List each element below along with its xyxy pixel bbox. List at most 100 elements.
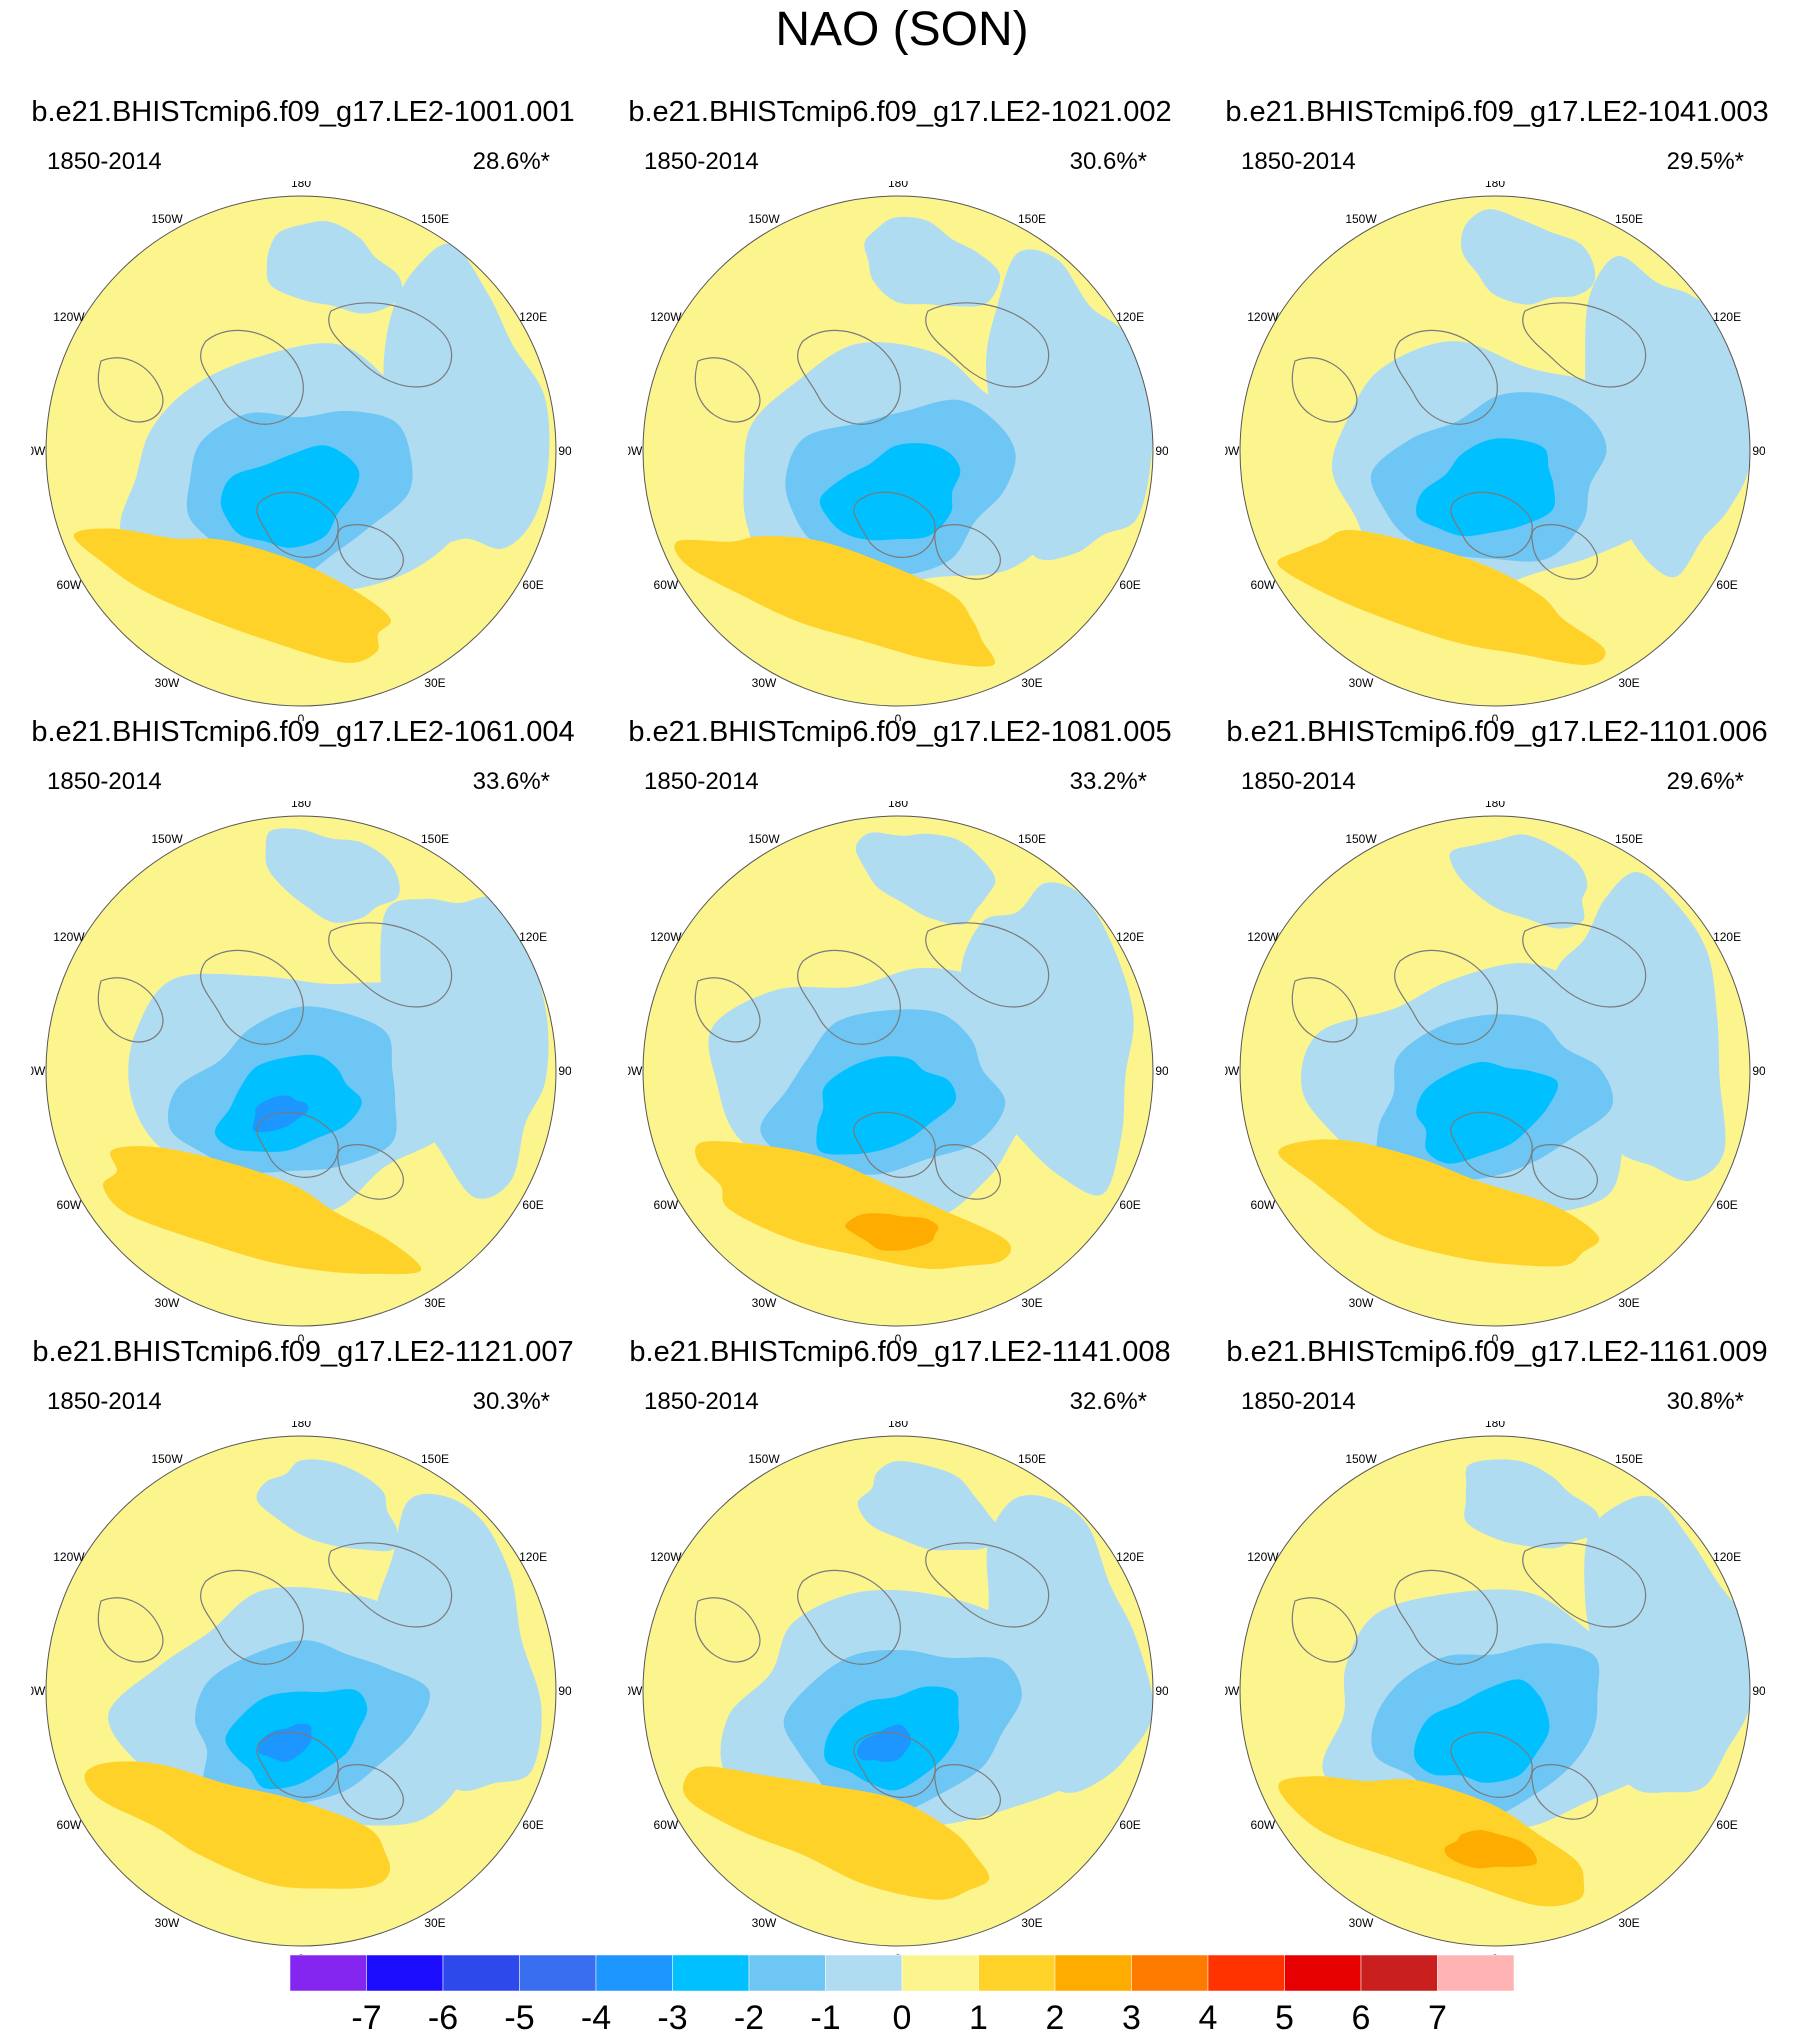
longitude-label: 120E: [1116, 1550, 1144, 1564]
longitude-label: 150W: [151, 832, 183, 846]
longitude-label: 60W: [57, 578, 82, 592]
longitude-label: 150E: [1018, 1452, 1046, 1466]
longitude-label: 60E: [1119, 1198, 1140, 1212]
longitude-label: 120W: [650, 310, 682, 324]
colorbar-label: 7: [1428, 1999, 1447, 2037]
panel-variance: 32.6%*: [1069, 1388, 1147, 1415]
longitude-label: 90E: [1155, 444, 1168, 458]
longitude-label: 120W: [650, 930, 682, 944]
panel-period: 1850-2014: [47, 768, 162, 795]
longitude-label: 90E: [1752, 1064, 1765, 1078]
contour-minus1-pacific: [256, 1459, 398, 1552]
coastline: [1522, 922, 1647, 1008]
colorbar-label: 3: [1122, 1999, 1141, 2037]
map-boundary: [642, 195, 1154, 707]
longitude-label: 120W: [1247, 310, 1279, 324]
longitude-label: 0: [895, 1332, 902, 1341]
colorbar-label: 4: [1199, 1999, 1218, 2037]
longitude-label: 120W: [650, 1550, 682, 1564]
colorbar-swatch: [825, 1955, 903, 1992]
longitude-label: 120W: [53, 1550, 85, 1564]
coastline: [1531, 524, 1598, 580]
panel-title: b.e21.BHISTcmip6.f09_g17.LE2-1121.007: [32, 1336, 574, 1368]
longitude-label: 90E: [1752, 1684, 1765, 1698]
colorbar-label: 2: [1046, 1999, 1065, 2037]
coastline: [328, 1542, 453, 1628]
longitude-label: 150E: [1615, 212, 1643, 226]
coastline: [1531, 1144, 1598, 1200]
longitude-label: 90W: [31, 1064, 46, 1078]
contour-minus1-pacific: [266, 221, 403, 314]
longitude-label: 90W: [1225, 444, 1240, 458]
contour-plus1: [84, 1761, 391, 1889]
colorbar-label: -1: [810, 1999, 840, 2037]
longitude-label: 120E: [1713, 310, 1741, 324]
contour-minus1-pacific: [1449, 834, 1588, 929]
contour-plus2: [845, 1213, 939, 1251]
coastline: [328, 302, 453, 388]
contour-fields: [46, 196, 556, 706]
longitude-label: 180: [291, 801, 311, 810]
longitude-label: 90E: [558, 1064, 571, 1078]
coastline: [1450, 1731, 1533, 1798]
longitude-label: 120W: [1247, 930, 1279, 944]
longitude-label: 90E: [558, 1684, 571, 1698]
coastline: [797, 1569, 901, 1665]
longitude-label: 60W: [654, 1818, 679, 1832]
longitude-label: 0: [895, 712, 902, 721]
colorbar-swatch: [1131, 1955, 1209, 1992]
longitude-label: 90W: [628, 1064, 643, 1078]
longitude-label: 120E: [519, 1550, 547, 1564]
longitude-label: 150E: [421, 1452, 449, 1466]
coastline: [97, 357, 164, 423]
longitude-label: 60W: [1251, 1818, 1276, 1832]
panel-title: b.e21.BHISTcmip6.f09_g17.LE2-1061.004: [31, 716, 575, 748]
map-panel: b.e21.BHISTcmip6.f09_g17.LE2-1061.004 185…: [3, 716, 603, 1341]
coastline: [200, 1569, 304, 1665]
coastline: [1291, 357, 1358, 423]
longitude-label: 150W: [151, 212, 183, 226]
coastline: [337, 524, 404, 580]
colorbar-swatch: [901, 1955, 979, 1992]
longitude-label: 30W: [752, 1296, 777, 1310]
contour-plus1: [1278, 1139, 1600, 1267]
panel-title: b.e21.BHISTcmip6.f09_g17.LE2-1161.009: [1226, 1336, 1768, 1368]
contour-minus3: [220, 445, 360, 548]
longitude-label: 90W: [31, 1684, 46, 1698]
colorbar-swatch: [748, 1955, 826, 1992]
coastline: [1522, 1542, 1647, 1628]
polar-map: 180 150E 120E 90E 60E 30E 0 30W 60W 90W 120W 150W: [628, 801, 1168, 1341]
longitude-label: 60E: [1716, 1818, 1737, 1832]
coastline: [1450, 491, 1533, 558]
coastline: [694, 357, 761, 423]
longitude-label: 60E: [522, 1818, 543, 1832]
panel-period: 1850-2014: [1241, 768, 1356, 795]
map-panel: b.e21.BHISTcmip6.f09_g17.LE2-1021.002 185…: [600, 96, 1200, 721]
map-boundary: [642, 815, 1154, 1327]
coastline: [200, 329, 304, 425]
longitude-label: 90W: [1225, 1684, 1240, 1698]
coastline: [1291, 977, 1358, 1043]
contour-fields: [46, 1436, 556, 1946]
longitude-label: 30E: [424, 1916, 445, 1930]
map-panel: b.e21.BHISTcmip6.f09_g17.LE2-1001.001 185…: [3, 96, 603, 721]
colorbar-label: -3: [657, 1999, 687, 2037]
panel-period: 1850-2014: [644, 768, 759, 795]
longitude-label: 30W: [1349, 1916, 1374, 1930]
coastline: [797, 329, 901, 425]
colorbar-swatch: [442, 1955, 520, 1992]
map-boundary: [1239, 1435, 1751, 1947]
colorbar-swatch: [672, 1955, 750, 1992]
panel-title: b.e21.BHISTcmip6.f09_g17.LE2-1141.008: [629, 1336, 1171, 1368]
contour-fields: [1240, 816, 1750, 1326]
colorbar-swatch: [519, 1955, 597, 1992]
colorbar-swatch: [1437, 1955, 1515, 1992]
longitude-label: 150W: [748, 212, 780, 226]
coastline: [200, 949, 304, 1045]
panel-variance: 29.6%*: [1666, 768, 1744, 795]
longitude-label: 30E: [1618, 1916, 1639, 1930]
contour-plus1: [73, 528, 391, 663]
longitude-label: 60W: [1251, 1198, 1276, 1212]
longitude-label: 0: [298, 1332, 305, 1341]
longitude-label: 120E: [519, 930, 547, 944]
